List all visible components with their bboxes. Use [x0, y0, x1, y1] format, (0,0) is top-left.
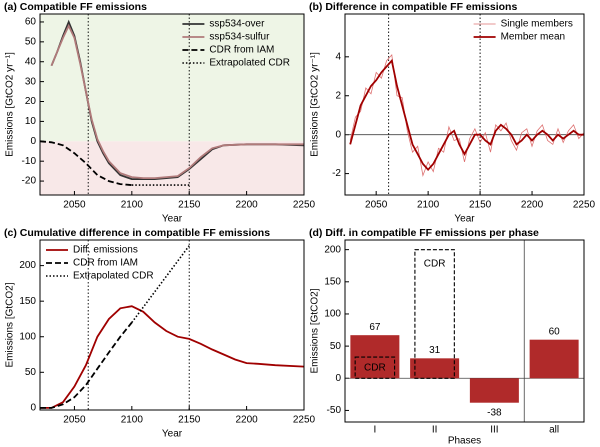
x-tick-label: II — [432, 425, 438, 436]
x-tick-label: 2100 — [417, 200, 440, 211]
y-tick-label: 60 — [25, 17, 37, 28]
y-tick-label: 30 — [25, 76, 37, 87]
y-tick-label: 0 — [30, 403, 36, 414]
x-tick-label: 2200 — [235, 200, 258, 211]
value-label: 60 — [549, 326, 561, 337]
value-label: 31 — [429, 345, 441, 356]
y-axis-label: Emissions [GtCO2 yr⁻¹] — [5, 52, 16, 157]
y-tick-label: 0 — [335, 129, 341, 140]
x-tick-label: 2100 — [121, 415, 144, 426]
cdr-label: CDR — [364, 362, 386, 373]
value-label: -38 — [487, 407, 502, 418]
legend-label: Extrapolated CDR — [209, 58, 290, 69]
y-tick-label: -50 — [327, 405, 342, 416]
y-tick-label: 50 — [25, 36, 37, 47]
panel-title: (b) Difference in compatible FF emission… — [309, 1, 517, 13]
x-tick-label: 2100 — [121, 200, 144, 211]
plot-frame — [344, 13, 585, 196]
series-line — [131, 245, 190, 323]
y-axis-label: Emissions [GtCO2] — [310, 288, 321, 373]
legend-label: ssp534-over — [209, 19, 265, 30]
series-line — [349, 58, 584, 172]
y-tick-label: 150 — [324, 276, 341, 287]
plot-frame — [344, 239, 585, 423]
panel-title: (c) Cumulative difference in compatible … — [4, 227, 270, 239]
y-tick-label: 2 — [335, 90, 341, 101]
x-tick-label: 2150 — [178, 415, 201, 426]
x-tick-label: 2250 — [293, 200, 316, 211]
x-tick-label: 2050 — [63, 415, 86, 426]
cdr-box — [354, 356, 396, 379]
x-tick-label: 2200 — [235, 415, 258, 426]
legend-label: Single members — [501, 19, 573, 30]
x-tick-label: I — [373, 425, 376, 436]
x-tick-label: all — [549, 425, 559, 436]
x-axis-label: Phases — [448, 436, 481, 447]
y-tick-label: -10 — [22, 156, 37, 167]
y-tick-label: -2 — [332, 168, 341, 179]
series-line — [40, 305, 305, 409]
x-axis-label: Year — [162, 214, 183, 225]
y-axis-label: Emissions [GtCO2] — [5, 282, 16, 367]
legend-label: CDR from IAM — [73, 258, 138, 269]
y-tick-label: 4 — [335, 51, 341, 62]
y-tick-label: 150 — [19, 296, 36, 307]
x-tick-label: 2050 — [63, 200, 86, 211]
y-tick-label: 10 — [25, 116, 37, 127]
y-tick-label: 50 — [330, 341, 342, 352]
x-tick-label: 2150 — [178, 200, 201, 211]
bar — [529, 339, 579, 379]
x-tick-label: 2050 — [365, 200, 388, 211]
x-axis-label: Year — [162, 429, 183, 440]
panel-title: (a) Compatible FF emissions — [4, 1, 147, 13]
y-tick-label: 0 — [30, 136, 36, 147]
panel-title: (d) Diff. in compatible FF emissions per… — [309, 227, 539, 239]
x-tick-label: 2200 — [521, 200, 544, 211]
x-tick-label: 2250 — [573, 200, 596, 211]
legend-label: Extrapolated CDR — [73, 271, 154, 282]
series-line — [50, 23, 304, 179]
y-tick-label: 40 — [25, 56, 37, 67]
x-tick-label: 2250 — [293, 415, 316, 426]
legend-label: Member mean — [501, 32, 565, 43]
y-tick-label: -20 — [22, 176, 37, 187]
series-line — [349, 53, 585, 177]
value-label: 67 — [369, 322, 381, 333]
y-tick-label: 0 — [335, 373, 341, 384]
bar — [410, 358, 460, 379]
y-axis-label: Emissions [GtCO2 yr⁻¹] — [310, 52, 321, 157]
y-tick-label: 200 — [19, 260, 36, 271]
y-tick-label: 50 — [25, 367, 37, 378]
legend-label: Diff. emissions — [73, 245, 138, 256]
cdr-label: CDR — [424, 258, 446, 269]
y-tick-label: 100 — [324, 309, 341, 320]
y-tick-label: 100 — [19, 331, 36, 342]
x-tick-label: III — [490, 425, 498, 436]
negative-region — [40, 141, 304, 195]
y-tick-label: 20 — [25, 96, 37, 107]
y-tick-label: 200 — [324, 244, 341, 255]
legend-label: ssp534-sulfur — [209, 32, 270, 43]
plot-frame — [39, 13, 305, 196]
x-tick-label: 2150 — [469, 200, 492, 211]
bar — [469, 378, 519, 403]
plot-frame — [39, 239, 305, 411]
x-axis-label: Year — [454, 214, 475, 225]
legend-label: CDR from IAM — [209, 45, 274, 56]
cdr-box — [414, 249, 455, 379]
